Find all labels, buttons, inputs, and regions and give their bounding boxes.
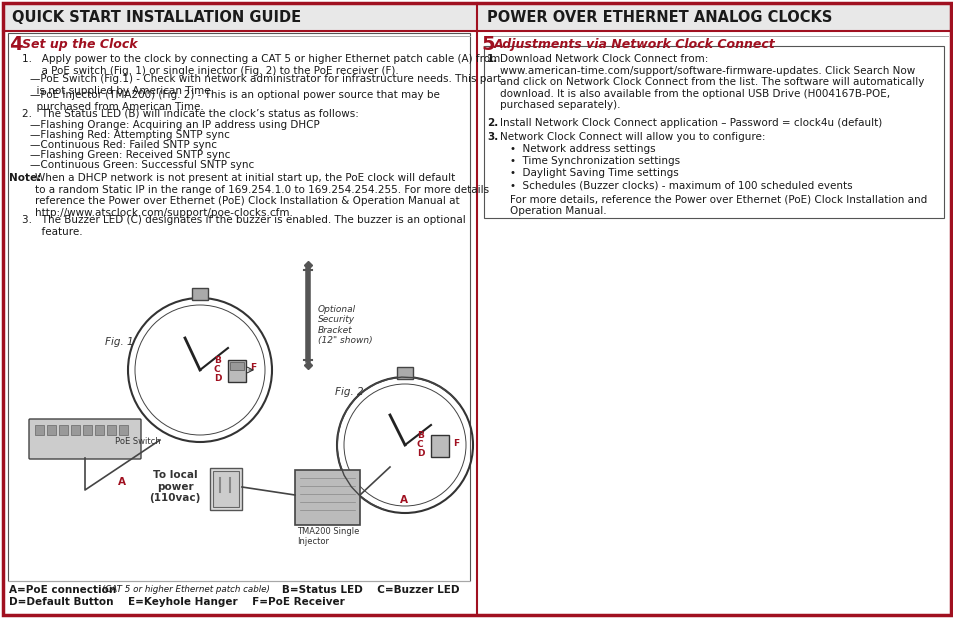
Bar xyxy=(210,468,242,510)
Text: F: F xyxy=(453,439,458,447)
Text: —Flashing Green: Received SNTP sync: —Flashing Green: Received SNTP sync xyxy=(30,150,230,160)
Text: —Flashing Red: Attempting SNTP sync: —Flashing Red: Attempting SNTP sync xyxy=(30,130,230,140)
Text: D=Default Button    E=Keyhole Hanger    F=PoE Receiver: D=Default Button E=Keyhole Hanger F=PoE … xyxy=(9,597,344,607)
Text: B=Status LED    C=Buzzer LED: B=Status LED C=Buzzer LED xyxy=(271,585,459,595)
Text: 1.: 1. xyxy=(486,54,497,64)
Text: 1.   Apply power to the clock by connecting a CAT 5 or higher Ethernet patch cab: 1. Apply power to the clock by connectin… xyxy=(22,54,499,75)
Text: •  Daylight Saving Time settings: • Daylight Saving Time settings xyxy=(510,168,678,178)
Text: B: B xyxy=(213,356,221,365)
Bar xyxy=(476,3,950,31)
Text: •  Schedules (Buzzer clocks) - maximum of 100 scheduled events: • Schedules (Buzzer clocks) - maximum of… xyxy=(510,180,852,190)
Text: 3.   The Buzzer LED (C) designates if the buzzer is enabled. The buzzer is an op: 3. The Buzzer LED (C) designates if the … xyxy=(22,215,465,237)
Text: QUICK START INSTALLATION GUIDE: QUICK START INSTALLATION GUIDE xyxy=(12,9,301,25)
Text: Network Clock Connect will allow you to configure:: Network Clock Connect will allow you to … xyxy=(499,132,764,142)
Text: A: A xyxy=(118,477,126,487)
Bar xyxy=(294,470,359,525)
Text: A: A xyxy=(399,495,408,505)
Bar xyxy=(230,362,244,370)
Text: PoE Switch: PoE Switch xyxy=(115,438,160,446)
Text: Adjustments via Network Clock Connect: Adjustments via Network Clock Connect xyxy=(494,38,775,51)
Text: D: D xyxy=(416,449,424,458)
Text: To local
power
(110vac): To local power (110vac) xyxy=(150,470,200,503)
Text: For more details, reference the Power over Ethernet (PoE) Clock Installation and: For more details, reference the Power ov… xyxy=(510,194,926,216)
Text: Fig. 2: Fig. 2 xyxy=(335,387,363,397)
Bar xyxy=(71,425,80,435)
Text: Fig. 1: Fig. 1 xyxy=(105,337,133,347)
Bar xyxy=(396,367,413,379)
Text: —Flashing Orange: Acquiring an IP address using DHCP: —Flashing Orange: Acquiring an IP addres… xyxy=(30,120,319,130)
Bar xyxy=(228,360,246,382)
Text: 5: 5 xyxy=(480,35,494,54)
Bar xyxy=(83,425,91,435)
Text: Download Network Clock Connect from:
www.american-time.com/support/software-firm: Download Network Clock Connect from: www… xyxy=(499,54,923,111)
Bar xyxy=(107,425,116,435)
Text: C: C xyxy=(416,440,423,449)
Text: A=PoE connection: A=PoE connection xyxy=(9,585,116,595)
Text: When a DHCP network is not present at initial start up, the PoE clock will defau: When a DHCP network is not present at in… xyxy=(35,173,489,218)
Text: Optional
Security
Bracket
(12" shown): Optional Security Bracket (12" shown) xyxy=(317,305,373,345)
Text: 4: 4 xyxy=(9,35,23,54)
Bar xyxy=(47,425,56,435)
Bar xyxy=(483,46,943,218)
Bar xyxy=(35,425,44,435)
Bar xyxy=(431,435,449,457)
Text: •  Time Synchronization settings: • Time Synchronization settings xyxy=(510,156,679,166)
Text: 2.: 2. xyxy=(486,118,497,128)
Text: •  Network address settings: • Network address settings xyxy=(510,144,655,154)
Text: —PoE Switch (Fig.1) - Check with network administrator for infrastructure needs.: —PoE Switch (Fig.1) - Check with network… xyxy=(30,74,500,96)
Text: —Continuous Red: Failed SNTP sync: —Continuous Red: Failed SNTP sync xyxy=(30,140,216,150)
Text: C: C xyxy=(213,365,220,374)
Text: —Continuous Green: Successful SNTP sync: —Continuous Green: Successful SNTP sync xyxy=(30,160,254,170)
Text: Install Network Clock Connect application – Password = clock4u (default): Install Network Clock Connect applicatio… xyxy=(499,118,882,128)
Bar xyxy=(59,425,68,435)
Bar xyxy=(95,425,104,435)
Text: F: F xyxy=(250,363,255,373)
Text: 2.   The Status LED (B) will indicate the clock’s status as follows:: 2. The Status LED (B) will indicate the … xyxy=(22,108,358,118)
Text: 3.: 3. xyxy=(486,132,497,142)
Bar xyxy=(8,33,470,581)
Bar xyxy=(192,288,208,300)
Bar xyxy=(213,471,239,507)
Text: B: B xyxy=(416,431,423,440)
FancyBboxPatch shape xyxy=(29,419,141,459)
Text: (CAT 5 or higher Ethernet patch cable): (CAT 5 or higher Ethernet patch cable) xyxy=(99,585,270,594)
Bar xyxy=(3,3,476,31)
Text: Note:: Note: xyxy=(9,173,41,183)
Text: Set up the Clock: Set up the Clock xyxy=(22,38,137,51)
Text: —PoE Injector (TMA200) (Fig. 2) - This is an optional power source that may be
 : —PoE Injector (TMA200) (Fig. 2) - This i… xyxy=(30,90,439,112)
Text: D: D xyxy=(213,374,221,383)
Text: TMA200 Single
Injector: TMA200 Single Injector xyxy=(296,527,359,546)
Bar xyxy=(119,425,128,435)
Text: POWER OVER ETHERNET ANALOG CLOCKS: POWER OVER ETHERNET ANALOG CLOCKS xyxy=(486,9,832,25)
